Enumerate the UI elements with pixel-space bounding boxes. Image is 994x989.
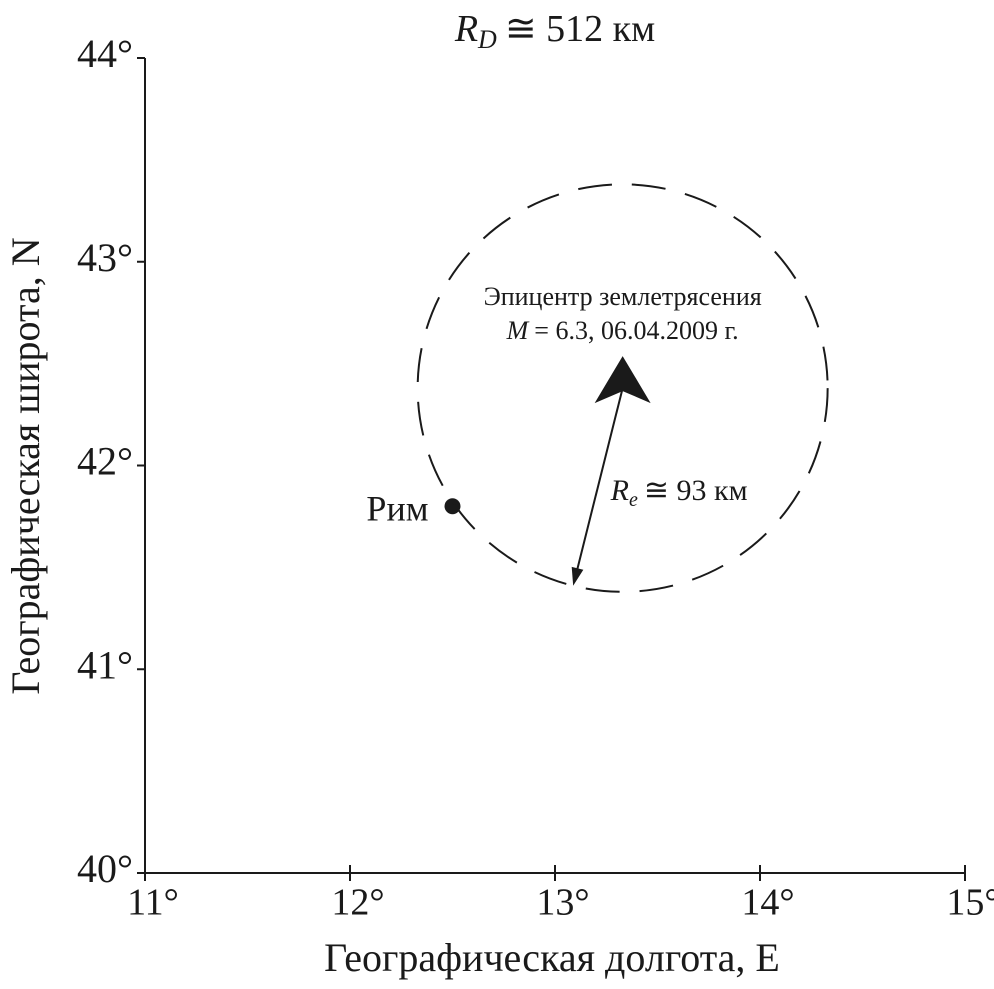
city-label: Рим	[366, 489, 428, 529]
x-tick-label: 13°	[536, 882, 589, 924]
radius-circle	[416, 183, 829, 593]
magnitude-details: = 6.3, 06.04.2009 г.	[534, 316, 738, 345]
radius-text: ≅ 93 км	[644, 474, 748, 507]
radius-subscript: e	[629, 489, 638, 511]
radius-label: Re ≅ 93 км	[610, 474, 748, 511]
y-tick-label: 41°	[77, 642, 133, 687]
x-tick-label: 15°	[946, 882, 994, 924]
radius-symbol: R	[610, 474, 629, 507]
radius-arrow	[573, 387, 624, 581]
epicenter-label: Эпицентр землетрясения	[484, 282, 762, 311]
y-tick-label: 40°	[77, 846, 133, 891]
arrow-head	[571, 566, 584, 586]
chart-title: RD ≅ 512 км	[454, 8, 655, 54]
city-point	[444, 498, 461, 515]
y-axis-label: Географическая широта, N	[3, 237, 48, 694]
title-subscript: D	[477, 25, 497, 54]
x-axis-label: Географическая долгота, E	[324, 935, 780, 980]
x-tick-label: 12°	[331, 882, 384, 924]
magnitude-symbol: M	[506, 316, 530, 345]
title-text: ≅ 512 км	[505, 8, 655, 50]
y-tick-label: 42°	[77, 439, 133, 484]
epicenter-marker	[594, 356, 651, 404]
epicenter-details: M = 6.3, 06.04.2009 г.	[506, 316, 739, 345]
x-tick-label: 14°	[741, 882, 794, 924]
x-tick-label: 11°	[127, 882, 179, 924]
y-tick-label: 44°	[77, 31, 133, 76]
title-symbol: R	[454, 8, 478, 50]
y-tick-label: 43°	[77, 235, 133, 280]
